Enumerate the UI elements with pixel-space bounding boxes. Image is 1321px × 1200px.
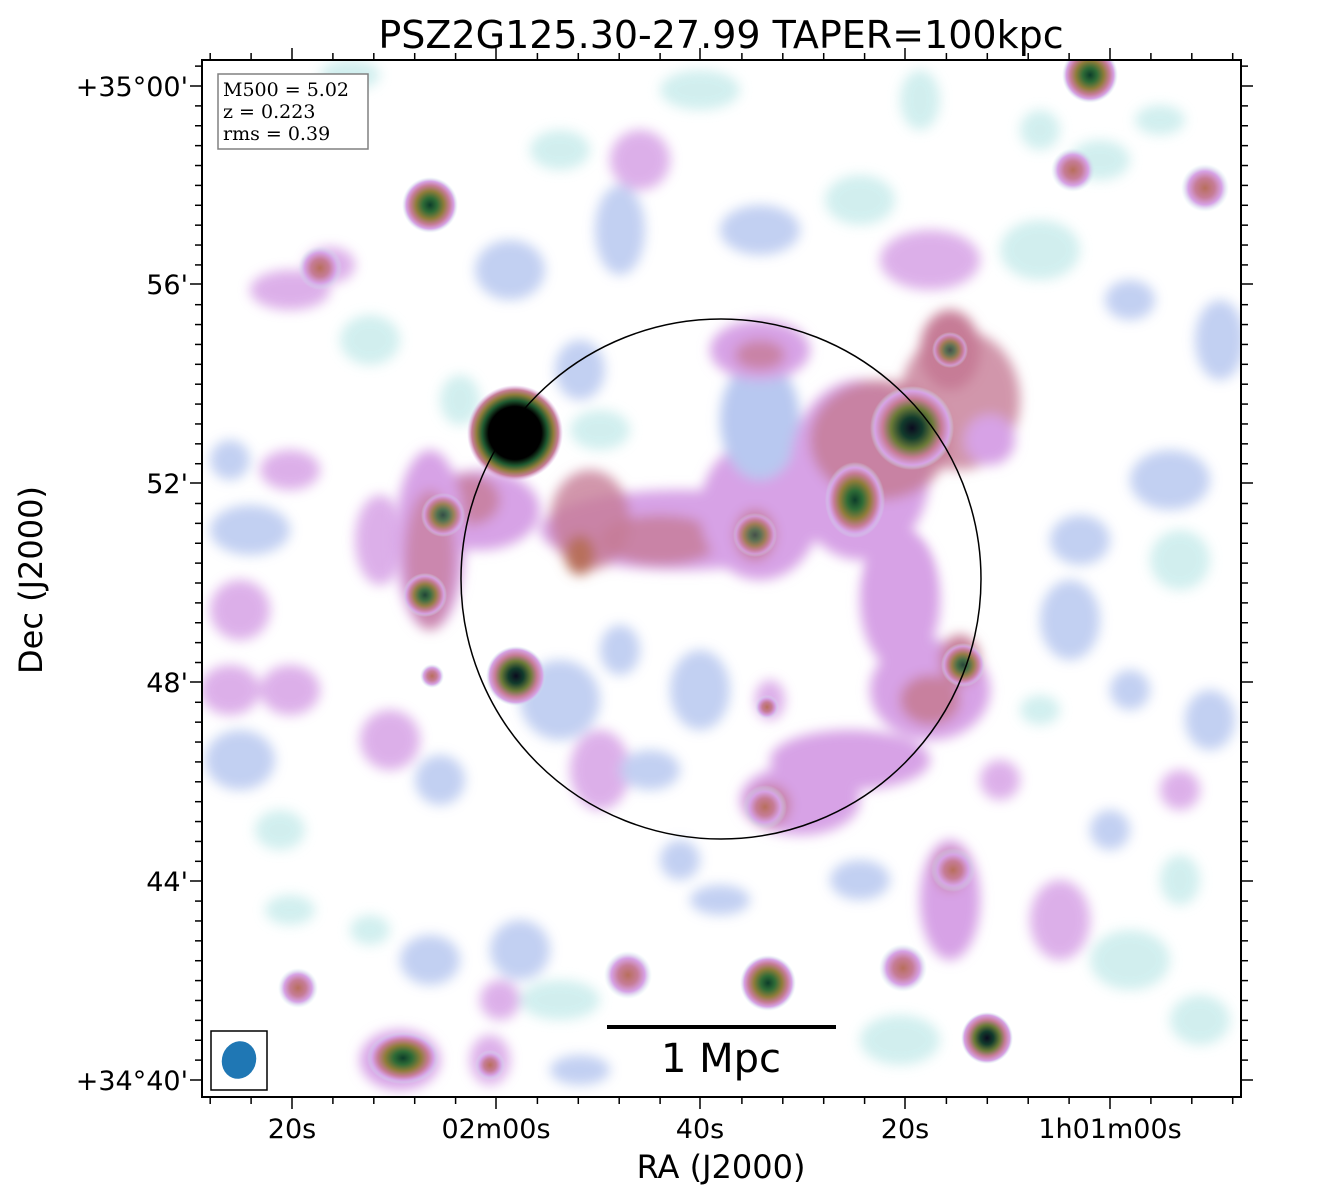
x-tick-labels: 20s 02m00s 40s 20s 1h01m00s: [268, 1114, 1182, 1145]
x-axis-label: RA (J2000): [637, 1148, 806, 1186]
y-tick-label: 56': [146, 270, 188, 301]
plot-frame: [201, 59, 1242, 1098]
y-tick-label: +34°40': [76, 1066, 188, 1097]
info-rms: rms = 0.39: [223, 123, 330, 145]
compact-sources: [278, 60, 1229, 1084]
figure-title: PSZ2G125.30-27.99 TAPER=100kpc: [378, 13, 1063, 57]
scale-bar: 1 Mpc: [607, 1025, 836, 1082]
x-tick-label: 40s: [676, 1114, 724, 1145]
y-tick-label: 44': [146, 867, 188, 898]
y-tick-label: +35°00': [76, 72, 188, 103]
axis-ticks: [190, 48, 1253, 1109]
info-redshift: z = 0.223: [223, 101, 315, 123]
y-tick-labels: +35°00' 56' 52' 48' 44' +34°40': [76, 72, 188, 1097]
info-box: M500 = 5.02 z = 0.223 rms = 0.39: [217, 73, 369, 150]
beam-box: [210, 1030, 268, 1091]
beam-ellipse: [221, 1041, 257, 1079]
x-tick-label: 02m00s: [441, 1114, 550, 1145]
y-axis-label: Dec (J2000): [12, 486, 50, 674]
r500-circle: [460, 318, 982, 840]
x-tick-label: 1h01m00s: [1038, 1114, 1181, 1145]
info-m500: M500 = 5.02: [223, 79, 349, 101]
x-tick-label: 20s: [881, 1114, 929, 1145]
y-tick-label: 48': [146, 668, 188, 699]
y-tick-label: 52': [146, 469, 188, 500]
x-tick-label: 20s: [268, 1114, 316, 1145]
scale-bar-label: 1 Mpc: [661, 1036, 781, 1082]
diffuse-noise: [202, 60, 1241, 1085]
radio-image: [202, 60, 1241, 1097]
